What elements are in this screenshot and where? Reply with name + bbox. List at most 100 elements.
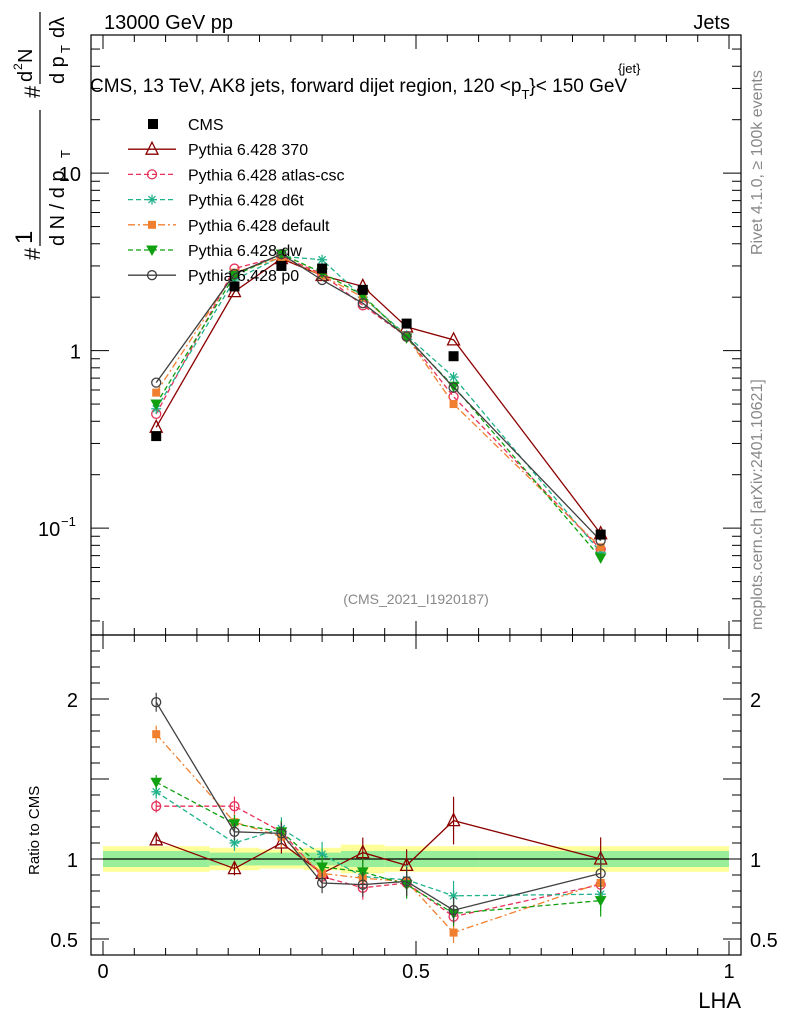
chart-title: CMS, 13 TeV, AK8 jets, forward dijet reg…: [90, 61, 641, 102]
x-tick-label: 0.5: [402, 961, 430, 983]
y-tick-label: 2: [67, 690, 78, 712]
marker-data-square: [401, 318, 412, 329]
marker-circle: [448, 382, 459, 393]
ratio-series-pythia-6-428-p0: [151, 692, 606, 924]
marker-triangle-down: [228, 271, 241, 282]
marker-circle: [276, 828, 287, 839]
marker-triangle-down: [150, 777, 163, 789]
marker-triangle: [355, 844, 370, 859]
legend-label-cms: CMS: [188, 117, 224, 134]
svg-text:d N / d p: d N / d p: [47, 170, 69, 246]
category-label: Jets: [693, 12, 730, 34]
marker-triangle: [144, 140, 160, 155]
marker-triangle: [149, 831, 164, 846]
series-line: [155, 253, 602, 559]
x-axis-label: LHA: [698, 988, 741, 1013]
marker-circle: [151, 697, 162, 708]
svg-text:N: N: [15, 49, 37, 63]
x-tick-label: 1: [723, 961, 734, 983]
marker-triangle-down: [146, 245, 158, 257]
y-tick-label-exponent: −1: [61, 514, 76, 529]
ratio-y-axis-label: Ratio to CMS: [26, 786, 43, 875]
marker-triangle-down: [594, 896, 607, 907]
series-pythia-6-428-atlas-csc: [151, 251, 606, 555]
marker-data-square: [595, 529, 606, 540]
ratio-line: [155, 791, 601, 897]
marker-circle: [229, 826, 240, 837]
svg-text:T: T: [58, 150, 73, 158]
y-tick-label: 1: [67, 850, 78, 872]
y-tick-label-right: 2: [750, 690, 761, 712]
marker-data-square: [229, 281, 240, 292]
ratio-plot-series: [149, 692, 608, 943]
marker-star: [317, 254, 328, 265]
legend-label: Pythia 6.428 atlas-csc: [188, 167, 345, 184]
legend-marker-cms: [148, 119, 158, 129]
ratio-line: [155, 819, 601, 875]
analysis-id-label: (CMS_2021_I1920187): [343, 591, 489, 607]
marker-star-stroke: [148, 195, 156, 204]
svg-text:CMS, 13 TeV, AK8 jets, forward: CMS, 13 TeV, AK8 jets, forward dijet reg…: [90, 76, 627, 102]
marker-data-square: [357, 284, 368, 295]
marker-star-stroke: [318, 850, 327, 859]
marker-star: [147, 194, 157, 205]
marker-circle: [401, 876, 412, 887]
series-pythia-6-428-370: [149, 250, 608, 540]
marker-data-square: [276, 260, 287, 271]
ratio-line: [155, 733, 601, 934]
marker-circle: [146, 169, 158, 180]
ratio-line: [155, 781, 601, 915]
marker-square: [148, 220, 156, 229]
marker-circle: [229, 268, 240, 280]
marker-square: [152, 730, 161, 739]
y-tick-label: 10: [38, 519, 60, 541]
marker-triangle-down: [316, 862, 328, 874]
title-post: }< 150 GeV: [529, 76, 627, 97]
marker-triangle: [446, 812, 461, 827]
title-sup: {jet}: [618, 61, 641, 76]
marker-star-stroke: [152, 787, 161, 796]
main-y-axis-label: # 1 d N / d p T # d 2 N d p T dλ: [11, 12, 73, 260]
rivet-version-label: Rivet 4.1.0, ≥ 100k events: [749, 70, 766, 255]
marker-square: [449, 928, 458, 937]
legend-label: Pythia 6.428 370: [188, 142, 308, 159]
legend: CMS Pythia 6.428 370 Pythia 6.428 atlas-cs…: [128, 117, 345, 285]
y-tick-label: 0.5: [50, 930, 78, 952]
marker-square: [449, 400, 458, 409]
marker-data-square: [151, 431, 162, 442]
marker-circle: [151, 801, 162, 812]
marker-square: [596, 543, 605, 552]
svg-text:dλ: dλ: [47, 17, 69, 38]
marker-circle: [151, 377, 162, 388]
marker-circle: [276, 248, 287, 260]
marker-circle: [229, 801, 240, 812]
marker-circle: [595, 868, 606, 879]
svg-text:#: #: [20, 85, 45, 98]
marker-triangle: [274, 834, 289, 849]
marker-circle: [357, 298, 368, 309]
legend-label: Pythia 6.428 d6t: [188, 193, 304, 210]
marker-data-square: [448, 351, 459, 362]
svg-text:T: T: [58, 45, 73, 53]
marker-triangle: [227, 860, 242, 875]
series-line: [155, 255, 602, 550]
series-line: [155, 253, 602, 542]
marker-circle: [401, 331, 412, 342]
y-tick-label: 1: [70, 342, 81, 364]
y-tick-label-right: 1: [750, 850, 761, 872]
ratio-line: [155, 701, 601, 911]
title-sub: T: [521, 87, 529, 102]
series-cms-data: [151, 260, 606, 540]
marker-triangle: [446, 331, 461, 346]
marker-triangle-down: [356, 867, 369, 878]
marker-data-square: [317, 263, 328, 274]
marker-triangle-down: [150, 399, 163, 411]
legend-label: Pythia 6.428 default: [188, 218, 330, 235]
marker-star-stroke: [449, 373, 458, 381]
ratio-plot-frame: 0 0.5 1 0.5 0.5 1 1 2 2: [50, 634, 778, 983]
series-pythia-6-428-p0: [151, 248, 606, 546]
svg-text:#: #: [20, 247, 45, 260]
svg-text:2: 2: [11, 63, 25, 70]
